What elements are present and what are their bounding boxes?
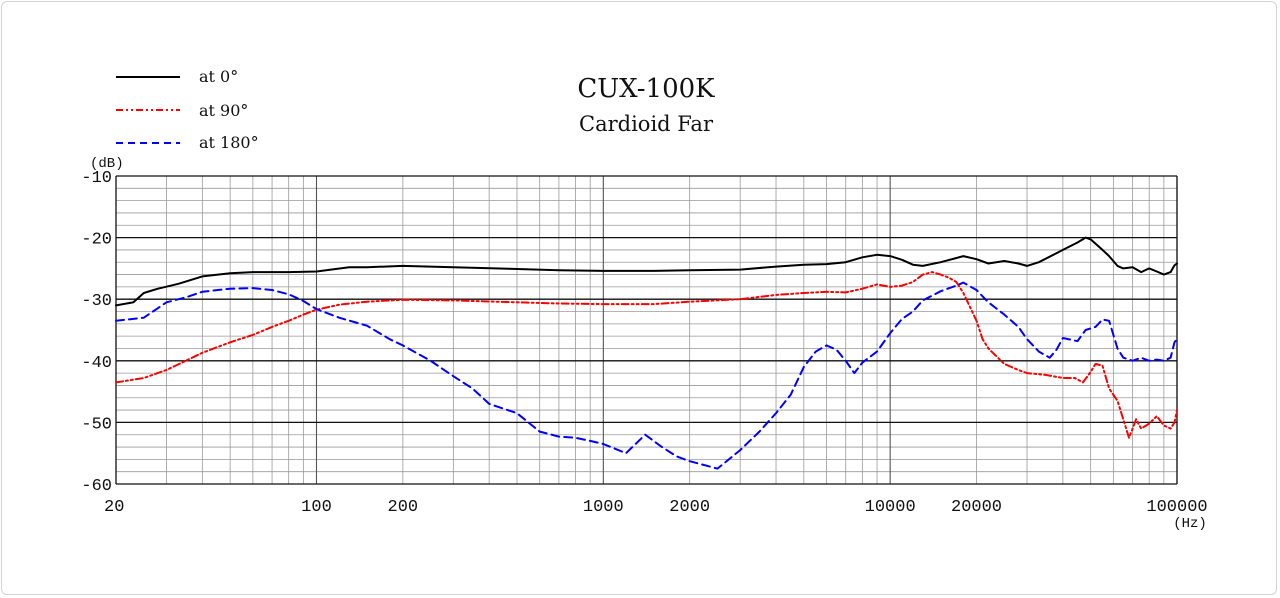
x-tick-label: 20 xyxy=(104,498,124,517)
series-layer xyxy=(115,236,1178,470)
tick-labels: -10 -20 -30 -40 -50 -60 20 100 200 1000 2000 10000 2… xyxy=(81,169,1207,517)
y-tick-label: -10 xyxy=(81,169,112,188)
y-tick-label: -20 xyxy=(81,231,112,250)
grid-minor xyxy=(115,176,1177,484)
y-tick-label: -60 xyxy=(81,477,112,496)
x-tick-label: 1000 xyxy=(583,498,624,517)
legend-label-1: at 90° xyxy=(199,101,248,120)
y-tick-label: -50 xyxy=(81,415,112,434)
series-line-2 xyxy=(115,281,1178,470)
x-tick-label: 2000 xyxy=(669,498,710,517)
series-line-0 xyxy=(115,236,1178,307)
x-axis-unit-label: (Hz) xyxy=(1173,516,1207,532)
x-tick-label: 100 xyxy=(301,498,332,517)
y-axis-unit-label: (dB) xyxy=(90,156,124,172)
legend: at 0° at 90° at 180° xyxy=(116,67,259,152)
x-tick-label: 10000 xyxy=(865,498,916,517)
chart-subtitle: Cardioid Far xyxy=(579,112,714,136)
legend-label-0: at 0° xyxy=(199,67,238,86)
y-tick-label: -40 xyxy=(81,354,112,373)
x-tick-label: 200 xyxy=(388,498,419,517)
x-tick-label: 20000 xyxy=(951,498,1002,517)
grid-major xyxy=(115,175,1178,485)
x-tick-label: 100000 xyxy=(1146,498,1207,517)
legend-label-2: at 180° xyxy=(199,133,259,152)
y-tick-label: -30 xyxy=(81,292,112,311)
chart-title: CUX-100K xyxy=(577,74,715,104)
series-line-1 xyxy=(115,271,1178,439)
